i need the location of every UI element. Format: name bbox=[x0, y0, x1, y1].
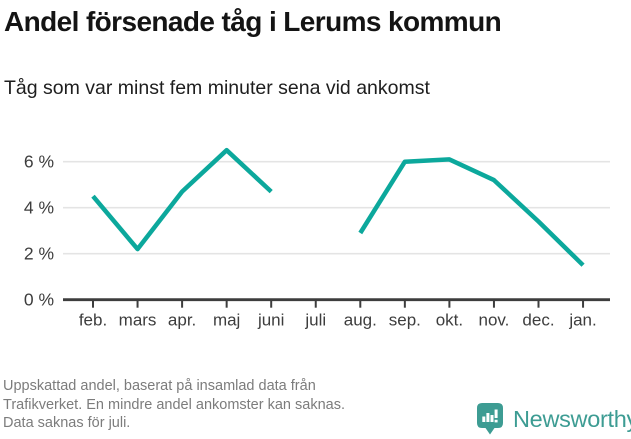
page-title: Andel försenade tåg i Lerums kommun bbox=[4, 6, 502, 37]
line-chart: 0 % 2 % 4 % 6 % feb. mars apr. maj juni juli aug. s… bbox=[24, 147, 610, 330]
svg-text:dec.: dec. bbox=[522, 311, 554, 330]
svg-text:maj: maj bbox=[213, 311, 240, 330]
svg-text:4 %: 4 % bbox=[24, 198, 54, 218]
source-note: Uppskattad andel, baserat på insamlad da… bbox=[3, 377, 423, 433]
brand-name: Newsworthy bbox=[513, 405, 631, 432]
source-note-line: Data saknas för juli. bbox=[3, 415, 131, 431]
svg-text:apr.: apr. bbox=[168, 311, 196, 330]
svg-text:mars: mars bbox=[119, 311, 157, 330]
newsworthy-logo-icon bbox=[477, 403, 503, 435]
svg-text:jan.: jan. bbox=[568, 311, 596, 330]
svg-text:feb.: feb. bbox=[79, 311, 107, 330]
source-note-line: Uppskattad andel, baserat på insamlad da… bbox=[3, 378, 316, 394]
source-note-line: Trafikverket. En mindre andel ankomster … bbox=[3, 396, 345, 413]
svg-text:0 %: 0 % bbox=[24, 290, 54, 310]
page-subtitle: Tåg som var minst fem minuter sena vid a… bbox=[4, 77, 430, 99]
newsworthy-brand-link[interactable]: Newsworthy bbox=[476, 401, 631, 437]
svg-text:juli: juli bbox=[304, 311, 326, 330]
svg-text:juni: juni bbox=[257, 311, 284, 330]
svg-text:6 %: 6 % bbox=[24, 152, 54, 172]
svg-text:aug.: aug. bbox=[344, 311, 377, 330]
svg-text:okt.: okt. bbox=[436, 311, 463, 330]
svg-text:sep.: sep. bbox=[389, 311, 421, 330]
svg-text:2 %: 2 % bbox=[24, 244, 54, 264]
svg-text:nov.: nov. bbox=[479, 311, 510, 330]
